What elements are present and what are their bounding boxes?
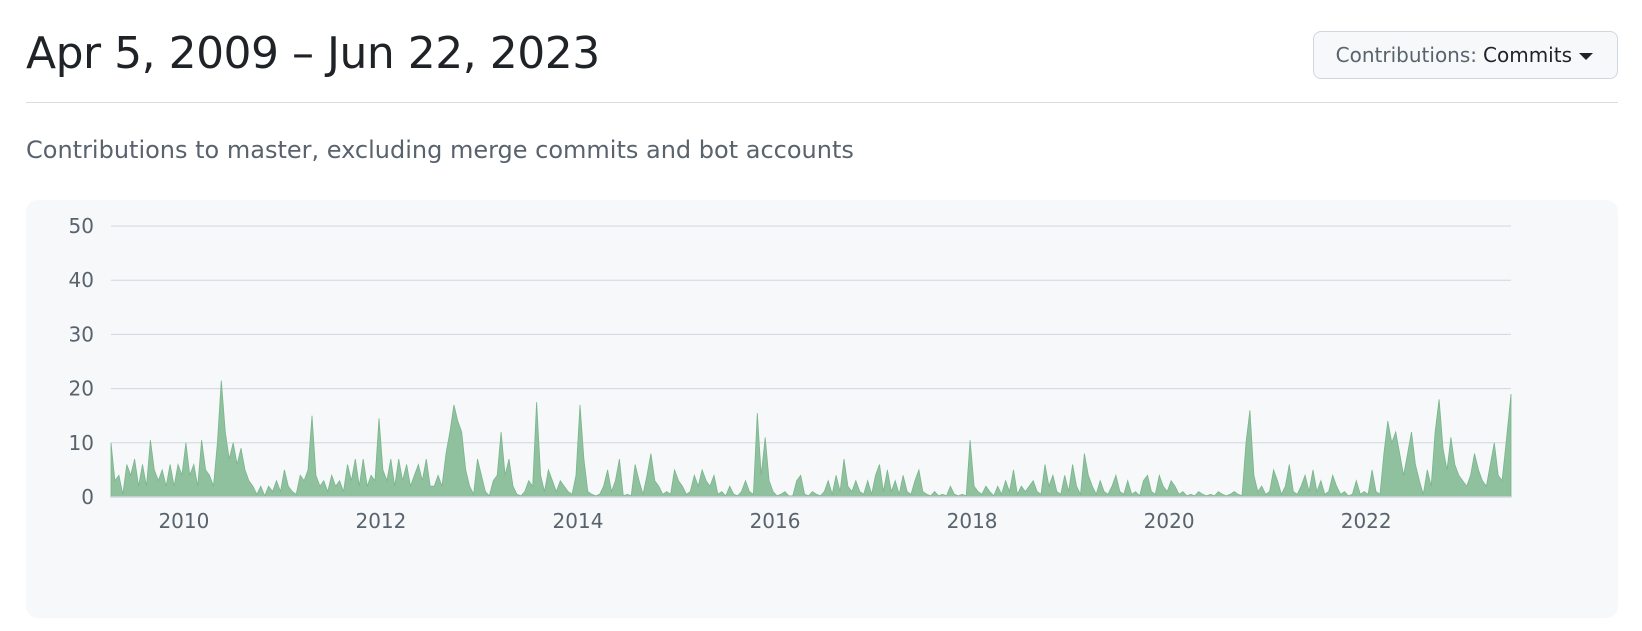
caret-down-icon bbox=[1579, 52, 1593, 60]
x-tick-label-2020: 2020 bbox=[1144, 509, 1195, 533]
y-tick-label-30: 30 bbox=[69, 322, 94, 346]
chart-subtitle: Contributions to master, excluding merge… bbox=[26, 136, 854, 164]
x-tick-label-2016: 2016 bbox=[750, 509, 801, 533]
x-tick-label-2010: 2010 bbox=[158, 509, 209, 533]
y-tick-label-0: 0 bbox=[81, 485, 94, 509]
y-tick-label-20: 20 bbox=[69, 377, 94, 401]
x-tick-label-2012: 2012 bbox=[355, 509, 406, 533]
y-tick-label-10: 10 bbox=[69, 431, 94, 455]
contributions-dropdown-value: Commits bbox=[1483, 43, 1572, 67]
contributions-dropdown-label: Contributions: bbox=[1335, 43, 1478, 67]
y-tick-label-50: 50 bbox=[69, 214, 94, 238]
page-header: Apr 5, 2009 – Jun 22, 2023 Contributions… bbox=[26, 0, 1618, 103]
x-tick-label-2018: 2018 bbox=[947, 509, 998, 533]
chart-panel: 0 10 20 30 40 50 2010 2012 2014 2016 2018 2020 2022 bbox=[26, 200, 1618, 618]
date-range-title: Apr 5, 2009 – Jun 22, 2023 bbox=[26, 28, 600, 79]
x-tick-label-2022: 2022 bbox=[1341, 509, 1392, 533]
contributions-area-chart: 0 10 20 30 40 50 2010 2012 2014 2016 2018 2020 2022 bbox=[69, 214, 1512, 533]
commits-area-series bbox=[110, 380, 1512, 498]
x-tick-label-2014: 2014 bbox=[553, 509, 604, 533]
y-tick-label-40: 40 bbox=[69, 268, 94, 292]
contributions-dropdown-button[interactable]: Contributions: Commits bbox=[1312, 31, 1618, 79]
